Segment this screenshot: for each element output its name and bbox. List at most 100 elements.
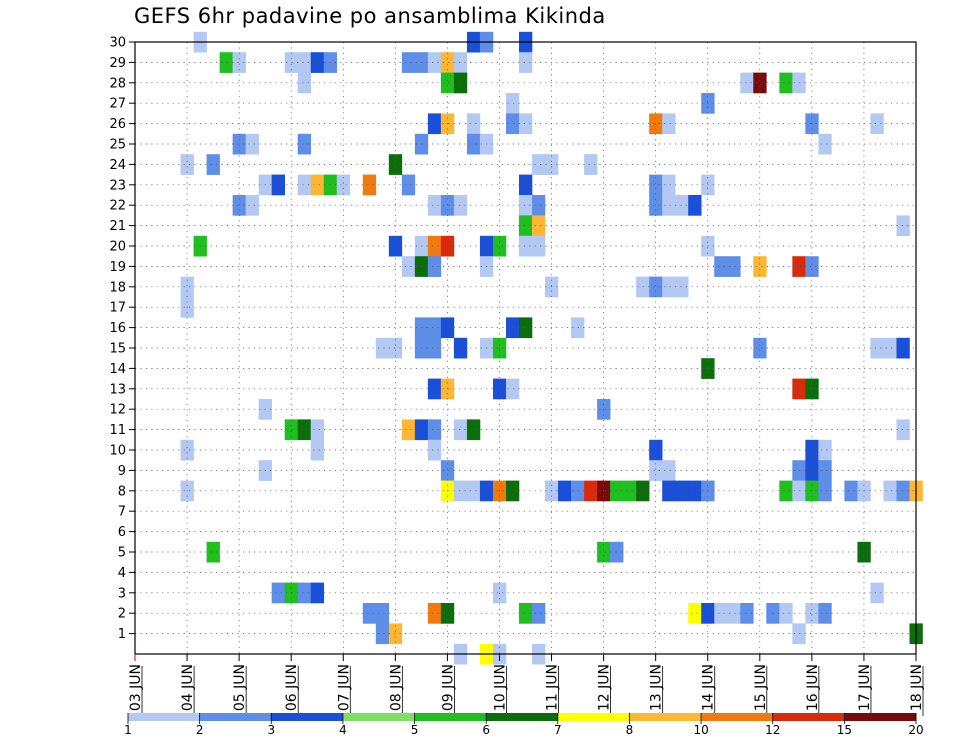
heatmap-cell <box>440 52 455 73</box>
heatmap-cell <box>427 419 442 441</box>
colorbar-label: 5 <box>411 723 419 737</box>
heatmap-cell <box>662 174 676 196</box>
heatmap-cell <box>649 195 663 216</box>
heatmap-cell <box>505 480 520 502</box>
heatmap-cell <box>571 480 585 502</box>
heatmap-cell <box>818 460 832 481</box>
heatmap-cell <box>896 480 910 502</box>
heatmap-cell <box>532 215 546 237</box>
x-tick-label: 09 JUN <box>440 664 456 711</box>
heatmap-cell <box>440 378 455 400</box>
heatmap-cell <box>427 113 442 135</box>
x-axis: 03 JUN 04 JUN 05 JUN 06 JUN 07 JUN 08 JUN 09 J… <box>128 654 925 716</box>
heatmap-cell <box>571 317 585 339</box>
heatmap-cell <box>388 235 403 257</box>
y-tick-label: 23 <box>109 178 126 193</box>
y-tick-label: 20 <box>109 240 126 255</box>
heatmap-cell <box>584 480 598 502</box>
y-tick-label: 28 <box>109 76 126 91</box>
y-axis: 1234567891011121314151617181920212223242… <box>109 36 135 642</box>
heatmap-cell <box>753 72 767 94</box>
heatmap-cell <box>518 603 533 624</box>
heatmap-cell <box>649 276 663 298</box>
heatmap-cell <box>818 603 832 624</box>
heatmap-cell <box>427 195 442 216</box>
heatmap-cell <box>427 235 442 257</box>
heatmap-cell <box>896 419 910 441</box>
heatmap-cell <box>649 460 663 481</box>
colorbar-swatch <box>342 713 415 721</box>
heatmap-cell <box>466 480 481 502</box>
colorbar-swatch <box>128 713 200 721</box>
x-tick-label: 06 JUN <box>284 664 300 711</box>
heatmap-cell <box>310 419 325 441</box>
heatmap-cell <box>427 603 442 624</box>
heatmap-cell <box>440 235 455 257</box>
heatmap-cell <box>623 480 637 502</box>
heatmap-cell <box>245 133 259 155</box>
heatmap-cell <box>714 256 728 277</box>
y-tick-label: 25 <box>109 138 126 153</box>
y-tick-label: 3 <box>118 586 126 601</box>
y-tick-label: 27 <box>109 97 126 112</box>
heatmap-cell <box>232 133 246 155</box>
y-tick-label: 6 <box>118 525 126 540</box>
heatmap-cell <box>284 52 299 73</box>
y-tick-label: 7 <box>118 505 126 520</box>
heatmap-cell <box>271 582 285 604</box>
heatmap-cell <box>779 480 793 502</box>
heatmap-cell <box>727 603 741 624</box>
heatmap-cell <box>532 154 546 175</box>
heatmap-cell <box>206 541 220 563</box>
x-tick-label: 17 JUN <box>857 664 873 711</box>
heatmap-cell <box>427 317 442 339</box>
colorbar-swatch <box>844 713 917 721</box>
heatmap-cell <box>532 235 546 257</box>
heatmap-cell <box>649 439 663 461</box>
heatmap-cell <box>453 52 468 73</box>
heatmap-cell <box>310 52 325 73</box>
heatmap-cell <box>492 337 507 359</box>
heatmap-cell <box>870 337 884 359</box>
heatmap-cell <box>779 603 793 624</box>
colorbar-label: 4 <box>339 723 347 737</box>
colorbar-swatch <box>772 713 845 721</box>
grid-lines <box>135 42 916 654</box>
heatmap-cell <box>336 174 351 196</box>
heatmap-cell <box>688 480 702 502</box>
heatmap-cell <box>271 174 285 196</box>
heatmap-cell <box>714 603 728 624</box>
heatmap-cell <box>792 378 806 400</box>
heatmap-cell <box>870 113 884 135</box>
heatmap-cell <box>753 337 767 359</box>
colorbar-label: 1 <box>124 723 132 737</box>
heatmap-cell <box>453 72 468 94</box>
heatmap-cell <box>558 480 572 502</box>
x-tick-label: 11 JUN <box>545 664 561 711</box>
heatmap-cell <box>375 603 390 624</box>
heatmap-cell <box>505 378 520 400</box>
heatmap-cell <box>518 113 533 135</box>
heatmap-cell <box>792 623 806 645</box>
heatmap-cell <box>518 174 533 196</box>
heatmap-cell <box>492 378 507 400</box>
heatmap-cell <box>440 317 455 339</box>
y-tick-label: 14 <box>109 362 126 377</box>
heatmap-cell <box>388 337 403 359</box>
heatmap-cell <box>362 603 377 624</box>
heatmap-cell <box>388 154 403 175</box>
y-tick-label: 4 <box>118 566 126 581</box>
y-tick-label: 9 <box>118 464 126 479</box>
heatmap-cell <box>740 72 754 94</box>
heatmap-cell <box>532 195 546 216</box>
heatmap-cell <box>779 72 793 94</box>
heatmap-cell <box>662 195 676 216</box>
heatmap-cell <box>297 582 312 604</box>
y-tick-label: 30 <box>109 36 126 51</box>
colorbar-swatch <box>199 713 272 721</box>
heatmap-cell <box>219 52 233 73</box>
heatmap-cell <box>688 603 702 624</box>
y-tick-label: 5 <box>118 546 126 561</box>
heatmap-cell <box>466 113 481 135</box>
heatmap-cell <box>675 480 689 502</box>
